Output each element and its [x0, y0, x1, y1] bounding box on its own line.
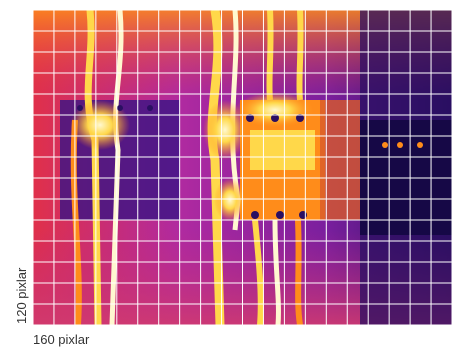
- pixel-grid: [33, 10, 452, 325]
- width-caption: 160 pixlar: [33, 332, 90, 347]
- height-caption: 120 pixlar: [14, 267, 29, 324]
